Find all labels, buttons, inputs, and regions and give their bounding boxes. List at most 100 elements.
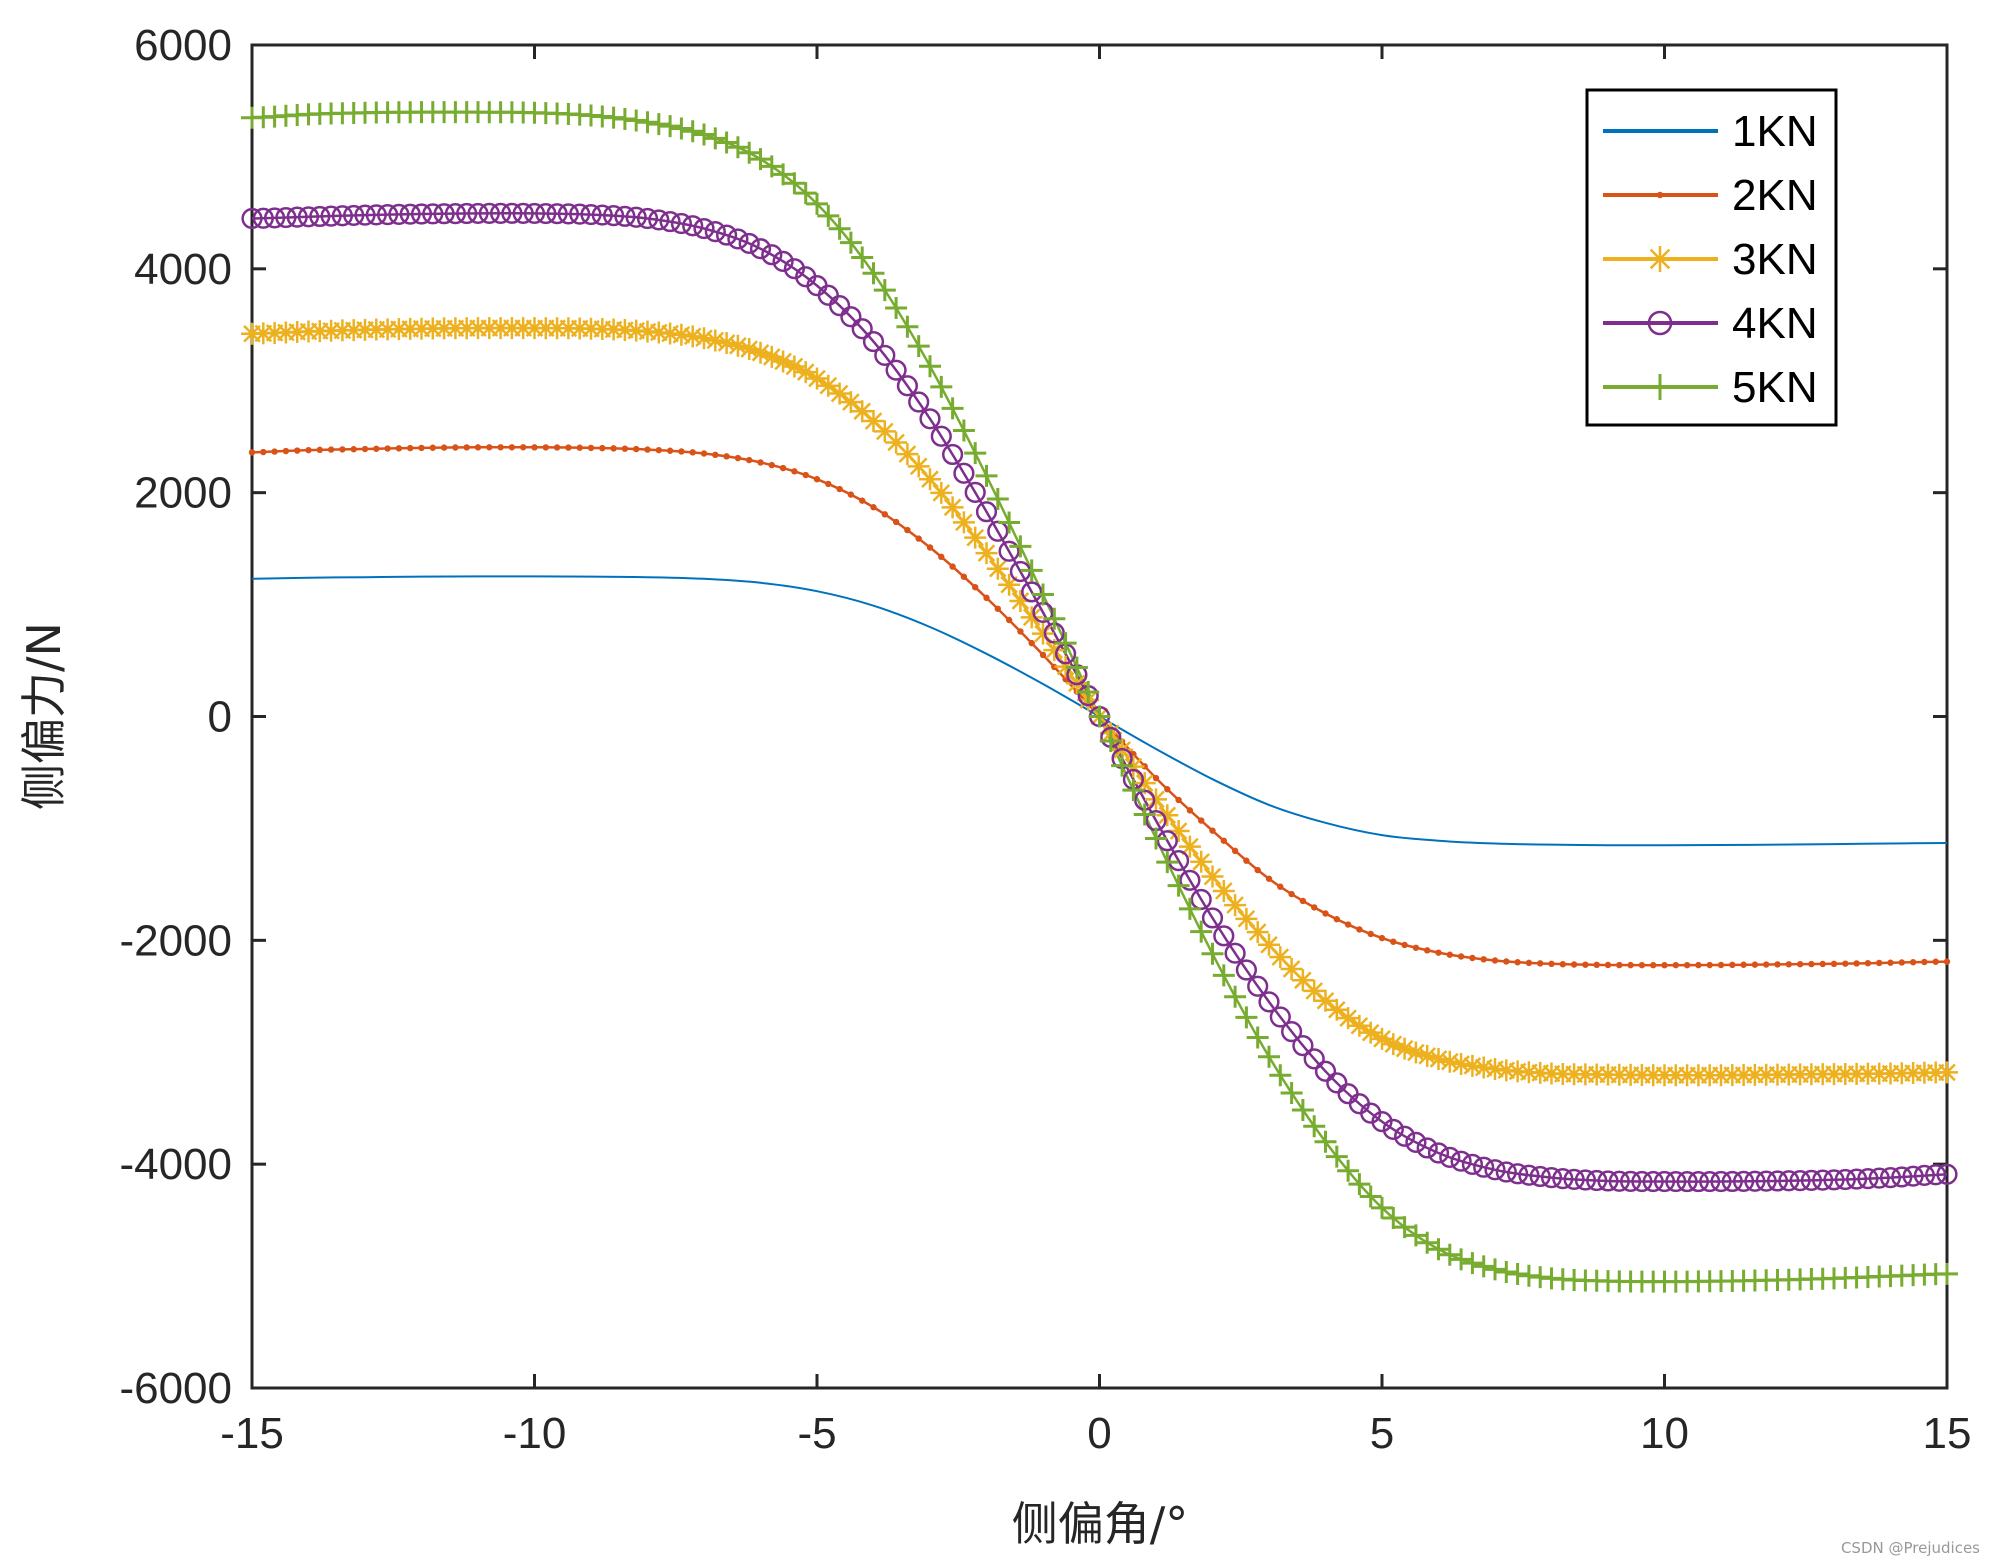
data-point-3KN	[602, 318, 625, 341]
data-point-4KN	[1394, 1125, 1416, 1147]
data-point-2KN	[1785, 961, 1793, 968]
data-point-3KN	[1732, 1064, 1755, 1087]
data-point-2KN	[1909, 959, 1917, 966]
x-tick-label: -5	[797, 1409, 836, 1458]
data-point-3KN	[896, 443, 919, 466]
data-point-4KN	[490, 202, 512, 224]
data-point-4KN	[1755, 1170, 1777, 1192]
data-point-3KN	[354, 318, 376, 341]
data-point-2KN	[1051, 663, 1058, 671]
data-point-3KN	[1450, 1052, 1473, 1075]
data-point-4KN	[1213, 925, 1235, 947]
data-point-3KN	[455, 317, 478, 340]
data-point-2KN	[1198, 817, 1205, 824]
y-axis-title: 侧偏力/N	[17, 622, 71, 810]
data-point-5KN	[1122, 779, 1145, 802]
y-tick-label: -4000	[119, 1140, 232, 1189]
data-point-5KN	[1043, 607, 1066, 630]
data-point-4KN	[1665, 1170, 1687, 1193]
data-point-2KN	[1717, 961, 1725, 969]
legend-label: 2KN	[1732, 171, 1818, 220]
data-point-2KN	[1796, 960, 1804, 968]
legend-label: 3KN	[1732, 235, 1818, 284]
data-point-3KN	[1438, 1050, 1461, 1073]
data-point-4KN	[241, 207, 263, 230]
data-point-4KN	[1235, 959, 1258, 981]
data-point-4KN	[1800, 1169, 1823, 1191]
data-point-4KN	[1710, 1170, 1732, 1193]
series-markers-2KN	[248, 444, 1951, 969]
data-point-2KN	[418, 444, 425, 452]
data-point-3KN	[252, 322, 275, 345]
data-point-2KN	[339, 446, 346, 453]
x-tick-label: -10	[503, 1409, 567, 1458]
data-point-5KN	[715, 131, 738, 154]
data-point-3KN	[580, 317, 602, 340]
data-point-2KN	[1333, 916, 1341, 923]
data-point-5KN	[1382, 1207, 1405, 1230]
data-point-3KN	[625, 319, 648, 342]
data-point-3KN	[1190, 850, 1213, 873]
data-point-4KN	[365, 204, 387, 226]
data-point-2KN	[1344, 921, 1352, 928]
x-tick-label: 5	[1370, 1409, 1394, 1458]
data-point-2KN	[565, 444, 572, 451]
data-point-2KN	[1729, 961, 1736, 969]
data-point-3KN	[726, 334, 749, 357]
data-point-4KN	[546, 203, 568, 225]
data-point-4KN	[1778, 1170, 1800, 1192]
data-point-4KN	[456, 202, 478, 225]
data-point-5KN	[1371, 1196, 1393, 1219]
data-point-4KN	[670, 212, 693, 235]
data-point-4KN	[1586, 1169, 1608, 1192]
data-point-3KN	[1359, 1021, 1382, 1044]
data-point-3KN	[1608, 1063, 1631, 1086]
data-point-3KN	[1337, 1007, 1360, 1030]
data-point-2KN	[1356, 926, 1363, 933]
data-point-4KN	[1868, 1167, 1890, 1189]
data-point-3KN	[1517, 1061, 1540, 1084]
data-point-2KN	[282, 447, 290, 455]
data-point-2KN	[1887, 959, 1894, 966]
data-point-5KN	[1303, 1115, 1326, 1138]
data-point-3KN	[1484, 1058, 1506, 1081]
data-point-2KN	[486, 444, 493, 451]
data-point-2KN	[700, 450, 708, 457]
data-point-4KN	[1597, 1170, 1619, 1192]
data-point-3KN	[1404, 1041, 1427, 1064]
data-point-2KN	[1706, 961, 1713, 969]
data-point-3KN	[1540, 1062, 1563, 1085]
data-point-2KN	[1322, 910, 1329, 917]
data-point-2KN	[836, 485, 843, 493]
data-point-4KN	[1620, 1170, 1642, 1193]
data-point-3KN	[500, 317, 523, 340]
data-point-5KN	[1348, 1173, 1371, 1196]
legend-marker	[1656, 191, 1664, 199]
data-point-5KN	[885, 296, 908, 319]
series-markers-5KN	[241, 101, 1958, 1293]
data-point-2KN	[1039, 651, 1047, 659]
data-point-4KN	[1676, 1170, 1698, 1193]
data-point-4KN	[354, 204, 376, 226]
data-point-3KN	[1653, 1064, 1676, 1087]
data-point-3KN	[467, 317, 489, 340]
data-point-2KN	[1616, 961, 1623, 969]
data-point-2KN	[746, 456, 753, 464]
data-point-2KN	[1876, 959, 1883, 967]
data-point-3KN	[274, 321, 297, 344]
data-point-3KN	[1755, 1063, 1778, 1086]
data-point-2KN	[1808, 960, 1815, 968]
data-point-3KN	[1472, 1056, 1495, 1079]
data-point-2KN	[1650, 961, 1657, 969]
data-point-4KN	[1179, 869, 1201, 891]
data-point-3KN	[1856, 1062, 1879, 1085]
data-point-3KN	[749, 341, 772, 364]
data-point-4KN	[309, 205, 331, 228]
data-point-4KN	[693, 217, 715, 240]
data-point-3KN	[806, 367, 828, 390]
data-point-5KN	[1099, 730, 1122, 753]
data-point-3KN	[873, 420, 896, 443]
data-point-2KN	[531, 444, 538, 451]
data-point-2KN	[610, 445, 617, 452]
data-point-5KN	[1054, 632, 1077, 655]
